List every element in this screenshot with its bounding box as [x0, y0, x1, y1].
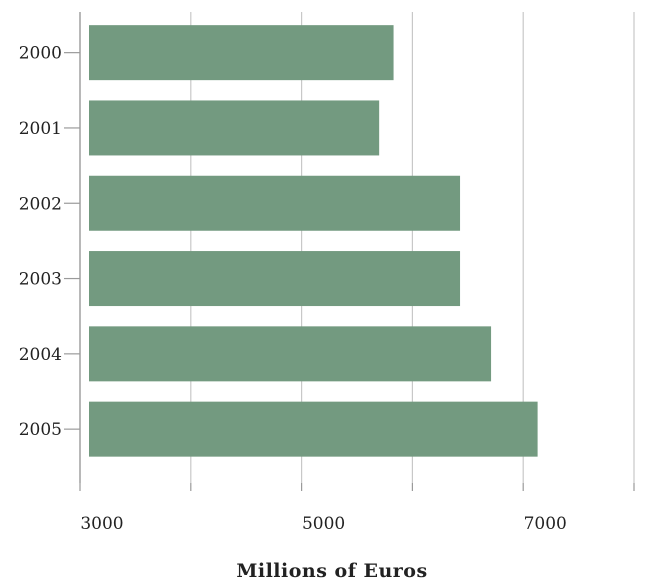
y-tick-label-2000: 2000	[19, 44, 62, 64]
x-tick-label-7000: 7000	[524, 514, 567, 534]
x-axis-title: Millions of Euros	[236, 560, 427, 582]
bar-2001	[89, 100, 379, 155]
bar-2004	[89, 326, 491, 381]
x-tick-label-3000: 3000	[80, 514, 123, 534]
y-tick-label-2003: 2003	[19, 270, 62, 290]
bar-2003	[89, 251, 460, 306]
y-tick-label-2004: 2004	[19, 345, 62, 365]
y-tick-label-2005: 2005	[19, 420, 62, 440]
y-tick-label-2001: 2001	[19, 119, 62, 139]
bars	[89, 25, 538, 457]
bar-2000	[89, 25, 394, 80]
bar-2005	[89, 402, 538, 457]
y-tick-label-2002: 2002	[19, 194, 62, 214]
x-tick-label-5000: 5000	[302, 514, 345, 534]
bar-2002	[89, 176, 460, 231]
